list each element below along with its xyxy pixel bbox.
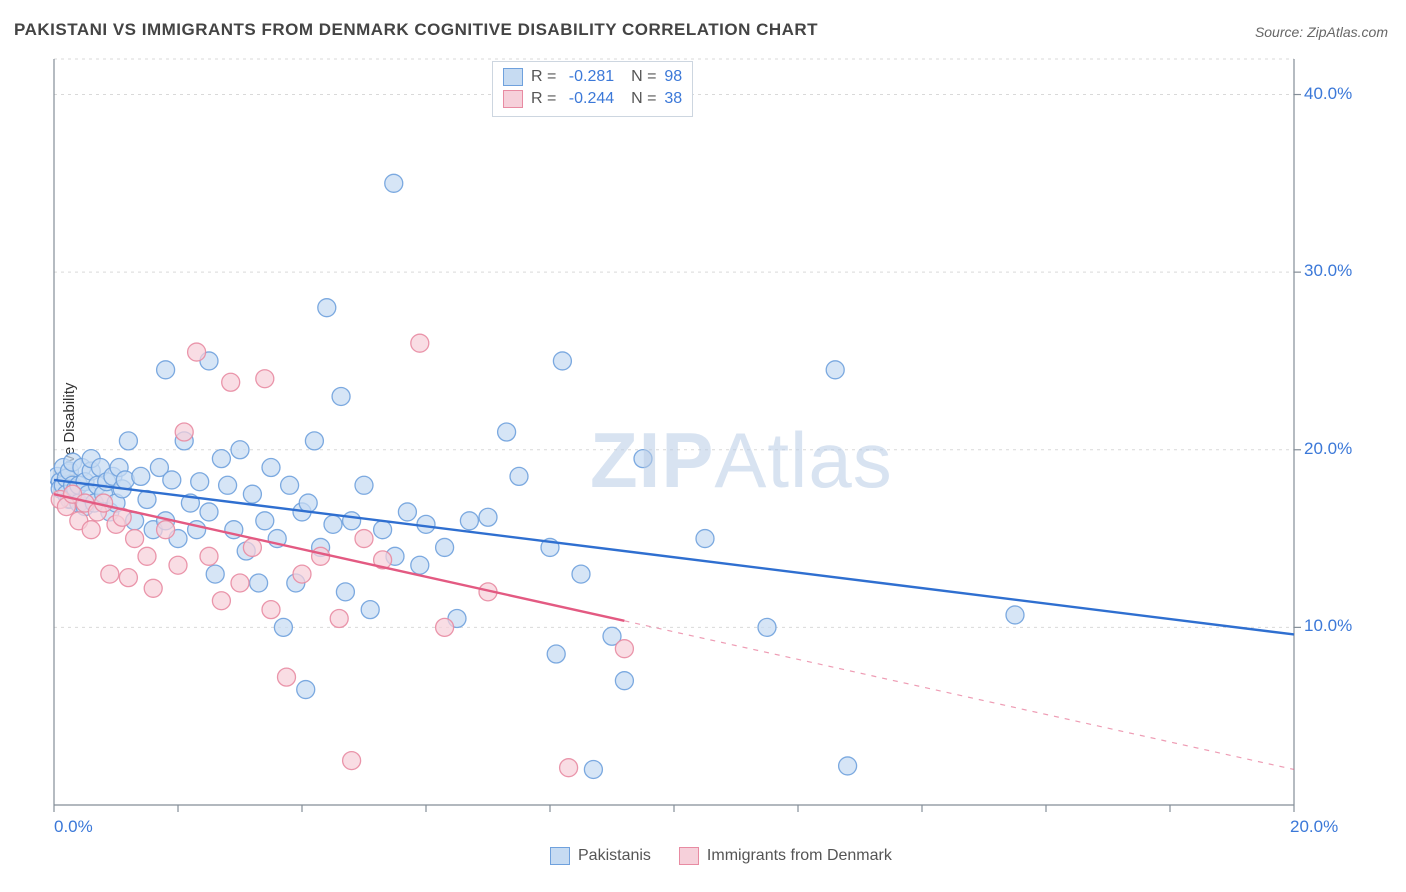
stat-n-value: 38	[664, 90, 682, 108]
source-label: Source: ZipAtlas.com	[1255, 24, 1388, 40]
y-tick-label: 30.0%	[1304, 261, 1352, 281]
legend-swatch	[679, 847, 699, 865]
chart-container: PAKISTANI VS IMMIGRANTS FROM DENMARK COG…	[0, 0, 1406, 892]
stat-n-label: N =	[622, 68, 656, 86]
legend-swatch	[503, 68, 523, 86]
y-tick-label: 40.0%	[1304, 84, 1352, 104]
legend-swatch	[550, 847, 570, 865]
stats-row: R = -0.281 N = 98	[503, 66, 682, 88]
legend-item: Pakistanis	[550, 847, 651, 865]
stat-n-label: N =	[622, 90, 656, 108]
legend: Pakistanis Immigrants from Denmark	[550, 847, 892, 865]
legend-label: Pakistanis	[578, 847, 651, 865]
y-tick-label: 10.0%	[1304, 616, 1352, 636]
plot-area: ZIPAtlas R = -0.281 N =98R = -0.244 N =3…	[50, 55, 1350, 835]
x-tick-label: 20.0%	[1290, 817, 1338, 837]
stats-row: R = -0.244 N = 38	[503, 88, 682, 110]
stat-n-value: 98	[664, 68, 682, 86]
stat-r-value: -0.244	[569, 90, 614, 108]
legend-swatch	[503, 90, 523, 108]
legend-label: Immigrants from Denmark	[707, 847, 892, 865]
stat-r-label: R =	[531, 90, 561, 108]
legend-item: Immigrants from Denmark	[679, 847, 892, 865]
scatter-svg	[50, 55, 1350, 835]
stat-r-value: -0.281	[569, 68, 614, 86]
stat-r-label: R =	[531, 68, 561, 86]
y-tick-label: 20.0%	[1304, 439, 1352, 459]
chart-title: PAKISTANI VS IMMIGRANTS FROM DENMARK COG…	[14, 20, 818, 40]
correlation-stats-box: R = -0.281 N = 98 R = -0.244 N = 38	[492, 61, 693, 117]
x-tick-label: 0.0%	[54, 817, 93, 837]
